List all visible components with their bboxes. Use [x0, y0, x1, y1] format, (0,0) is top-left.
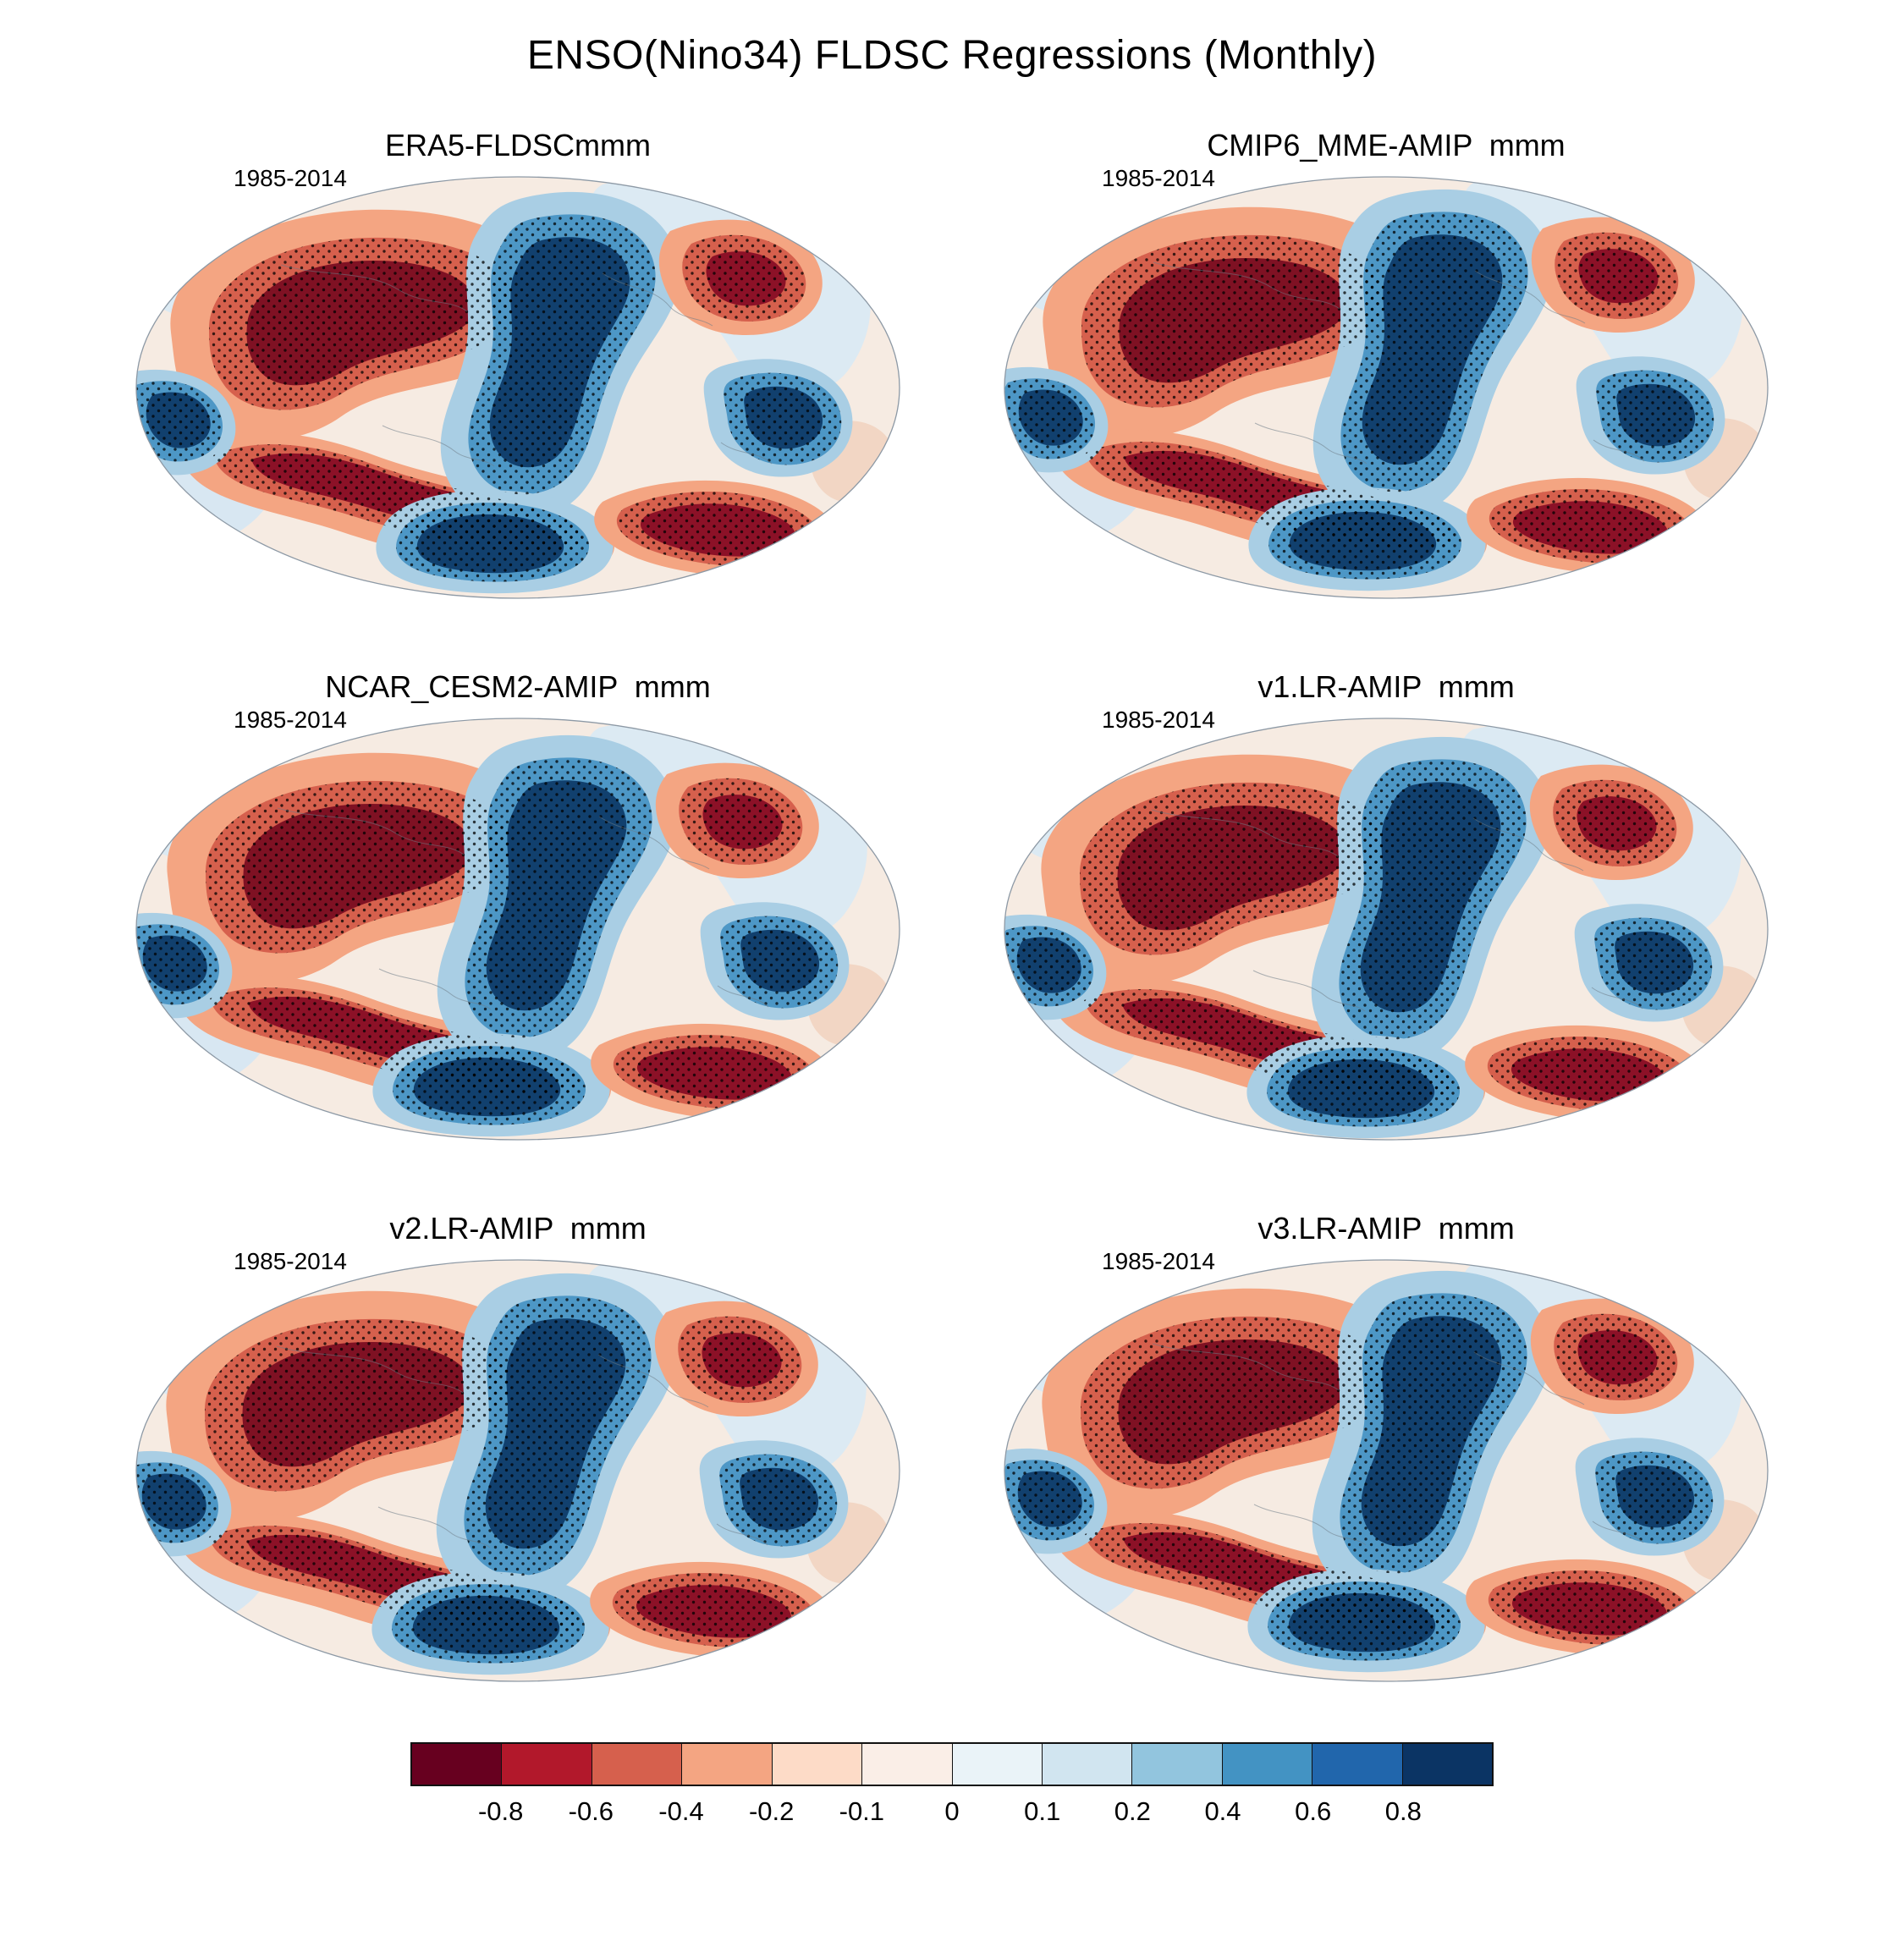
period-label: 1985-2014 — [1102, 1248, 1215, 1274]
colorbar-tick-row: -0.8 -0.6 -0.4 -0.2 -0.1 0 0.1 0.2 0.4 0.6 0.8 — [410, 1796, 1494, 1835]
map-v1lr — [960, 713, 1813, 1145]
panel-title: v3.LR-AMIP mmm — [1257, 1211, 1515, 1246]
colorbar-tick-label: -0.6 — [568, 1796, 614, 1826]
world-map — [1004, 176, 1769, 599]
colorbar-segment — [1221, 1744, 1312, 1785]
panel-title: ERA5-FLDSCmmm — [384, 128, 651, 162]
colorbar-tick-label: 0.8 — [1384, 1796, 1422, 1826]
period-label: 1985-2014 — [234, 165, 347, 191]
panel-v3lr: v3.LR-AMIP mmm 1985-2014 — [960, 1211, 1813, 1686]
colorbar-segment — [591, 1744, 682, 1785]
colorbar-segment — [861, 1744, 952, 1785]
colorbar-segment — [1312, 1744, 1402, 1785]
panel-title: v2.LR-AMIP mmm — [389, 1211, 647, 1246]
colorbar-segment — [1401, 1744, 1493, 1785]
colorbar-tick-label: 0.6 — [1295, 1796, 1332, 1826]
figure-title: ENSO(Nino34) FLDSC Regressions (Monthly) — [526, 33, 1378, 78]
panel-ncar-cesm2: NCAR_CESM2-AMIP mmm 1985-2014 — [91, 669, 944, 1145]
period-label: 1985-2014 — [234, 707, 347, 733]
panel-v2lr: v2.LR-AMIP mmm 1985-2014 — [91, 1211, 944, 1686]
period-label: 1985-2014 — [234, 1248, 347, 1274]
colorbar-tick-label: 0.4 — [1204, 1796, 1241, 1826]
colorbar-segment — [1041, 1744, 1132, 1785]
panel-cmip6-mme: CMIP6_MME-AMIP mmm 1985-2014 — [960, 128, 1813, 603]
map-v2lr — [91, 1255, 944, 1686]
world-map — [1004, 718, 1769, 1141]
world-map — [1004, 1259, 1769, 1682]
colorbar-segment — [771, 1744, 862, 1785]
colorbar-tick-label: 0 — [944, 1796, 960, 1826]
map-ncar-cesm2 — [91, 713, 944, 1145]
map-era5 — [91, 172, 944, 603]
panel-title: v1.LR-AMIP mmm — [1257, 669, 1515, 704]
colorbar-segment — [412, 1744, 502, 1785]
period-label: 1985-2014 — [1102, 165, 1215, 191]
panel-v1lr: v1.LR-AMIP mmm 1985-2014 — [960, 669, 1813, 1145]
colorbar-segment — [1131, 1744, 1222, 1785]
world-map — [135, 1259, 900, 1682]
panel-title: NCAR_CESM2-AMIP mmm — [325, 669, 711, 704]
colorbar-tick-label: -0.4 — [658, 1796, 704, 1826]
colorbar-tick-label: 0.2 — [1114, 1796, 1151, 1826]
colorbar-tick-label: 0.1 — [1024, 1796, 1061, 1826]
colorbar-segment — [681, 1744, 772, 1785]
world-map — [135, 718, 900, 1141]
world-map — [135, 176, 900, 599]
panel-title: CMIP6_MME-AMIP mmm — [1207, 128, 1566, 162]
colorbar-segment — [501, 1744, 592, 1785]
colorbar-tick-label: -0.2 — [748, 1796, 795, 1826]
colorbar-bar — [410, 1742, 1494, 1786]
colorbar-segment — [951, 1744, 1042, 1785]
colorbar-tick-label: -0.1 — [839, 1796, 885, 1826]
map-v3lr — [960, 1255, 1813, 1686]
colorbar-tick-label: -0.8 — [477, 1796, 524, 1826]
panel-era5: ERA5-FLDSCmmm 1985-2014 — [91, 128, 944, 603]
panel-grid: ERA5-FLDSCmmm 1985-2014 CMIP6_MME-AMIP m… — [0, 79, 1904, 1686]
period-label: 1985-2014 — [1102, 707, 1215, 733]
map-cmip6-mme — [960, 172, 1813, 603]
colorbar: -0.8 -0.6 -0.4 -0.2 -0.1 0 0.1 0.2 0.4 0.6 0.8 — [410, 1742, 1494, 1835]
